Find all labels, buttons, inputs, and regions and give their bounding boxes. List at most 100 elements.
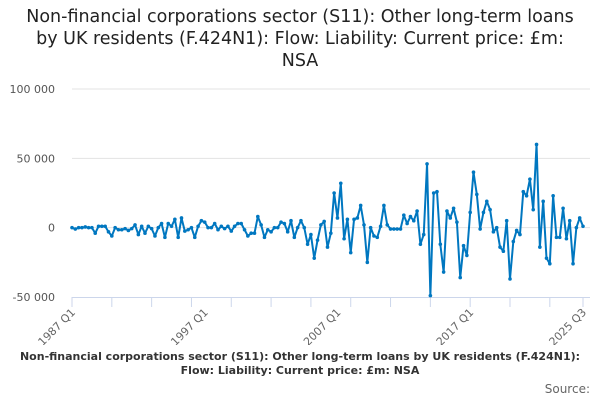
data-point	[362, 223, 366, 227]
data-point	[392, 227, 396, 231]
data-point	[159, 221, 164, 226]
data-point	[521, 189, 526, 194]
data-point	[169, 224, 174, 229]
data-point	[282, 221, 287, 226]
x-tick-label: 2017 Q1	[434, 306, 477, 345]
data-point	[110, 234, 114, 238]
data-point	[259, 223, 263, 227]
data-point	[418, 242, 423, 247]
series-label: Non-financial corporations sector (S11):…	[19, 350, 581, 377]
data-point	[242, 227, 247, 232]
data-point	[103, 224, 107, 229]
data-point	[222, 226, 227, 231]
data-point	[524, 193, 529, 198]
data-point	[232, 224, 237, 229]
data-point	[146, 224, 151, 229]
data-point	[216, 227, 220, 232]
data-point	[438, 242, 443, 247]
data-point	[299, 218, 303, 223]
data-point	[302, 225, 307, 230]
data-point	[475, 192, 479, 197]
data-point	[518, 232, 522, 237]
data-point	[173, 217, 177, 222]
data-point	[322, 219, 326, 224]
data-point	[441, 270, 446, 274]
data-point	[342, 236, 346, 241]
data-point	[455, 220, 459, 224]
data-point	[139, 224, 144, 229]
data-point	[484, 199, 489, 204]
data-point	[156, 225, 161, 230]
data-point	[355, 216, 360, 220]
data-point	[504, 218, 509, 223]
data-point	[571, 261, 575, 266]
data-point	[90, 225, 94, 230]
data-point	[511, 239, 516, 244]
data-point	[325, 245, 330, 249]
data-point	[458, 275, 463, 280]
data-point	[212, 221, 217, 226]
data-point	[541, 199, 545, 204]
data-point	[149, 226, 154, 231]
data-point	[471, 170, 476, 174]
data-point	[564, 236, 569, 241]
data-point	[272, 225, 277, 230]
data-point	[189, 225, 194, 230]
data-point	[425, 162, 429, 166]
data-point	[133, 223, 137, 227]
data-point	[368, 225, 373, 230]
data-point	[106, 230, 111, 234]
data-point	[345, 217, 350, 222]
data-point	[491, 230, 496, 234]
data-point	[70, 225, 74, 230]
data-point	[538, 245, 542, 249]
data-point	[76, 225, 81, 230]
data-point	[544, 256, 549, 260]
data-point	[192, 235, 197, 240]
data-point	[285, 230, 290, 234]
data-point	[123, 226, 127, 231]
data-point	[312, 256, 317, 260]
data-point	[86, 225, 91, 230]
data-point	[183, 229, 187, 233]
data-point	[498, 245, 502, 249]
data-point	[335, 216, 340, 220]
data-point	[478, 227, 482, 231]
data-point	[80, 225, 84, 230]
data-point	[153, 234, 157, 238]
data-point	[494, 225, 499, 230]
data-point	[179, 216, 184, 220]
data-point	[202, 220, 207, 224]
data-point	[378, 224, 383, 229]
data-point	[445, 209, 449, 213]
data-point	[581, 224, 585, 229]
data-point	[395, 227, 399, 231]
data-point	[329, 231, 333, 236]
data-point	[428, 293, 433, 298]
data-point	[382, 203, 386, 208]
data-point	[129, 226, 134, 231]
data-point	[96, 224, 101, 229]
data-point	[508, 277, 512, 281]
data-point	[295, 225, 300, 230]
y-tick-label: -50 000	[13, 291, 55, 304]
data-point	[372, 234, 376, 238]
data-point	[385, 223, 390, 227]
data-point	[465, 253, 469, 258]
data-point	[514, 228, 519, 233]
data-point	[551, 193, 555, 198]
data-point	[219, 224, 224, 229]
data-point	[488, 207, 492, 212]
data-point	[567, 218, 572, 223]
data-point	[574, 225, 579, 230]
data-point	[431, 191, 436, 195]
data-point	[338, 181, 343, 186]
data-point	[265, 227, 270, 232]
data-point	[448, 216, 453, 220]
data-point	[501, 249, 506, 254]
data-point	[375, 235, 380, 240]
data-point	[186, 227, 190, 232]
x-tick-label: 1987 Q1	[36, 306, 79, 345]
data-point	[252, 231, 257, 236]
data-point	[246, 234, 250, 238]
